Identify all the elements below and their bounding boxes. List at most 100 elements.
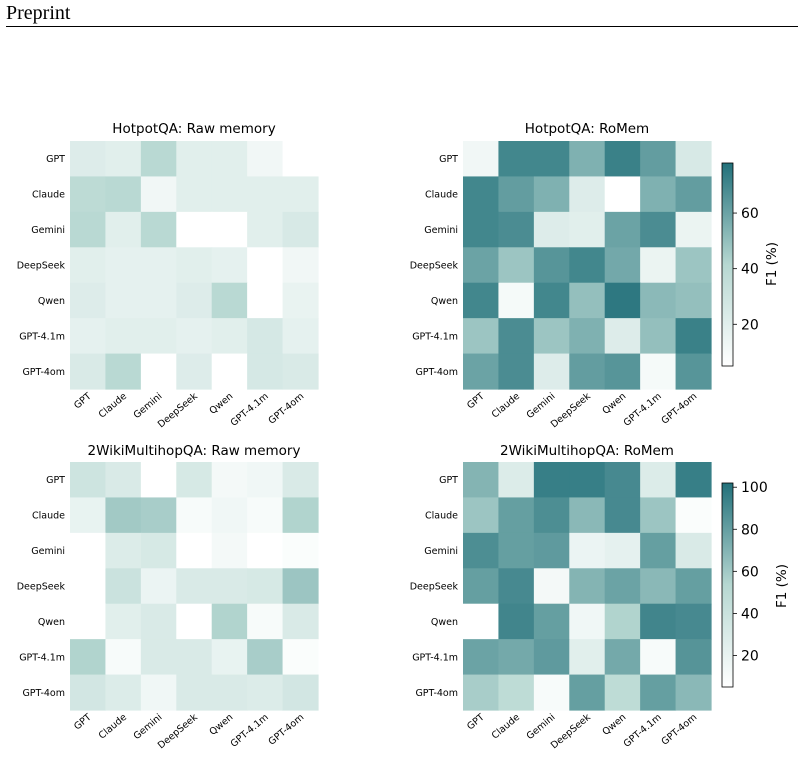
heatmap-cell (70, 247, 107, 284)
col-tick-label: Qwen (601, 391, 629, 417)
heatmap-cell (70, 462, 107, 499)
heatmap-cell (282, 497, 319, 534)
heatmap-cell (140, 674, 177, 711)
heatmap-cell (533, 247, 570, 284)
heatmap-cell (569, 674, 606, 711)
row-tick-label: GPT-4om (22, 688, 65, 699)
heatmap-cell (70, 353, 107, 390)
heatmap-cell (604, 674, 641, 711)
colorbar-tick-label: 100 (741, 480, 768, 496)
row-tick-label: GPT-4.1m (19, 652, 65, 663)
colorbar-tick-label: 60 (741, 564, 759, 580)
heatmap-cell (498, 211, 535, 248)
heatmap-cell (604, 141, 641, 178)
heatmap-cell (105, 639, 142, 676)
row-tick-label: Gemini (424, 225, 458, 236)
heatmap-cell (569, 568, 606, 605)
heatmap-cell (70, 282, 107, 319)
heatmap-cell (533, 603, 570, 640)
heatmap-cell (463, 674, 500, 711)
heatmap-cell (176, 532, 213, 569)
heatmap-cell (498, 568, 535, 605)
heatmap-cell (675, 353, 712, 390)
col-tick-label: GPT (72, 391, 94, 412)
heatmap-cell (463, 462, 500, 499)
heatmap-cell (569, 247, 606, 284)
heatmap-cell (604, 603, 641, 640)
heatmap-cell (569, 532, 606, 569)
heatmap-cell (463, 568, 500, 605)
heatmap-cell (640, 282, 677, 319)
heatmap-cell (105, 247, 142, 284)
heatmap-cell (211, 674, 248, 711)
heatmap-cell (675, 497, 712, 534)
heatmap-cell (282, 532, 319, 569)
heatmap-cell (70, 674, 107, 711)
heatmap-cell (533, 462, 570, 499)
heatmap-cell (247, 532, 284, 569)
heatmap-cell (282, 603, 319, 640)
heatmap-cell (176, 141, 213, 178)
heatmap-cell (140, 462, 177, 499)
col-tick-label: DeepSeek (549, 712, 593, 752)
heatmap-cell (463, 639, 500, 676)
heatmap-cell (247, 318, 284, 355)
heatmap-cell (463, 211, 500, 248)
heatmap-cell (211, 247, 248, 284)
col-tick-label: GPT-4om (660, 712, 700, 748)
heatmap-cell (498, 603, 535, 640)
heatmap-cell (140, 639, 177, 676)
row-tick-label: GPT-4om (415, 367, 458, 378)
heatmap-cell (247, 176, 284, 213)
heatmap-cell (498, 639, 535, 676)
heatmap-cell (675, 141, 712, 178)
heatmap-cell (533, 532, 570, 569)
col-tick-label: GPT (465, 712, 487, 733)
heatmap-cell (140, 141, 177, 178)
row-tick-label: DeepSeek (17, 261, 66, 272)
heatmap-cell (498, 318, 535, 355)
heatmap-cell (498, 141, 535, 178)
heatmap-cell (176, 282, 213, 319)
heatmap-cell (675, 603, 712, 640)
heatmap-cell (211, 532, 248, 569)
col-tick-label: Claude (490, 391, 522, 421)
heatmap-cell (498, 353, 535, 390)
heatmap-cell (70, 639, 107, 676)
heatmap-cell (282, 639, 319, 676)
heatmap-cell (498, 532, 535, 569)
row-tick-label: GPT-4.1m (19, 331, 65, 342)
heatmap-cell (463, 532, 500, 569)
heatmap-cell (282, 282, 319, 319)
heatmap-cell (105, 318, 142, 355)
row-tick-label: DeepSeek (410, 582, 459, 593)
heatmap-cell (604, 282, 641, 319)
heatmap-cell (176, 568, 213, 605)
heatmap-cell (247, 639, 284, 676)
heatmap-cell (640, 353, 677, 390)
col-tick-label: Claude (490, 712, 522, 742)
heatmap-cell (140, 176, 177, 213)
heatmap-cell (211, 211, 248, 248)
heatmap-cell (140, 353, 177, 390)
colorbar-label: F1 (%) (764, 242, 780, 286)
heatmap-cell (533, 497, 570, 534)
heatmap-cell (70, 568, 107, 605)
heatmap-cell (604, 532, 641, 569)
row-tick-label: Claude (32, 190, 65, 201)
heatmap-cell (140, 211, 177, 248)
heatmap-cell (211, 497, 248, 534)
row-tick-label: GPT-4.1m (412, 331, 458, 342)
heatmap-cell (282, 176, 319, 213)
heatmap-cell (569, 211, 606, 248)
panel-title: HotpotQA: Raw memory (112, 121, 275, 137)
heatmap-cell (176, 674, 213, 711)
heatmap-cell (498, 176, 535, 213)
heatmap-cell (105, 462, 142, 499)
heatmap-cell (105, 282, 142, 319)
heatmap-cell (70, 176, 107, 213)
heatmap-cell (105, 674, 142, 711)
heatmap-cell (640, 532, 677, 569)
heatmap-cell (604, 353, 641, 390)
col-tick-label: DeepSeek (156, 712, 200, 752)
